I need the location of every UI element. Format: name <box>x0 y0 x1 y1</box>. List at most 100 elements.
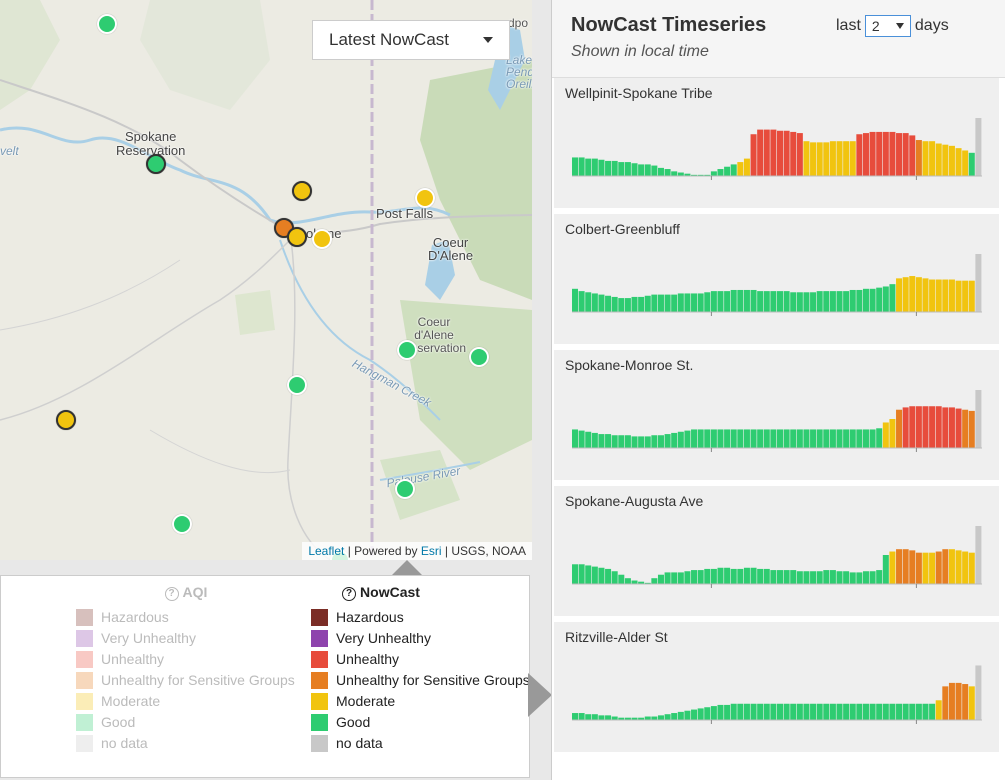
station-marker[interactable] <box>312 229 332 249</box>
layer-dropdown[interactable]: Latest NowCast <box>312 20 510 60</box>
station-marker[interactable] <box>469 347 489 367</box>
leaflet-link[interactable]: Leaflet <box>308 544 345 558</box>
site-timeseries[interactable]: Ritzville-Alder St <box>554 622 999 752</box>
days-select[interactable]: 2 <box>864 15 911 37</box>
nowcast-bar <box>889 551 896 584</box>
nowcast-bar <box>677 293 684 312</box>
nowcast-bar <box>790 292 797 312</box>
station-marker[interactable] <box>146 154 166 174</box>
map[interactable]: Spokane Reservation Post Falls Coeur D'A… <box>0 0 532 560</box>
nowcast-bar <box>578 291 585 312</box>
nowcast-bar <box>644 164 651 176</box>
legend-swatch <box>311 651 328 668</box>
nowcast-bar <box>737 703 744 720</box>
help-icon[interactable]: ? <box>164 587 179 601</box>
nowcast-bar <box>572 288 579 312</box>
nowcast-bar <box>909 703 916 720</box>
nowcast-bar <box>631 296 638 312</box>
nowcast-bar <box>929 703 936 720</box>
legend-item: no data <box>311 733 531 754</box>
nowcast-bar <box>876 287 883 312</box>
nowcast-bar <box>869 571 876 584</box>
station-marker[interactable] <box>397 340 417 360</box>
nowcast-bar <box>671 572 678 584</box>
nowcast-bar <box>757 429 764 448</box>
station-marker[interactable] <box>56 410 76 430</box>
station-marker[interactable] <box>415 188 435 208</box>
nowcast-bar <box>777 429 784 448</box>
nowcast-bar <box>849 572 856 584</box>
esri-link[interactable]: Esri <box>420 544 442 558</box>
nowcast-bar <box>730 289 737 312</box>
nowcast-bar <box>677 711 684 720</box>
nowcast-bar <box>638 717 645 720</box>
panel-toggle-icon[interactable] <box>528 673 552 717</box>
nowcast-bar <box>829 291 836 312</box>
nowcast-bar <box>942 279 949 312</box>
nowcast-bar <box>572 429 579 448</box>
site-timeseries[interactable]: Wellpinit-Spokane Tribe <box>554 78 999 208</box>
nowcast-bar <box>598 434 605 448</box>
site-bar-chart <box>572 526 982 588</box>
legend-item: Hazardous <box>311 607 531 628</box>
legend-nowcast-header[interactable]: ? NowCast <box>231 584 531 601</box>
nowcast-bar <box>896 703 903 720</box>
nowcast-bar <box>975 526 982 584</box>
nowcast-bar <box>770 703 777 720</box>
legend-label: Very Unhealthy <box>101 630 196 646</box>
station-marker[interactable] <box>287 227 307 247</box>
legend-aqi-header[interactable]: ? AQI <box>76 584 296 601</box>
legend-item: Very Unhealthy <box>76 628 296 649</box>
nowcast-bar <box>922 406 929 448</box>
nowcast-bar <box>862 571 869 584</box>
nowcast-bar <box>664 434 671 448</box>
nowcast-bar <box>942 686 949 720</box>
map-label-coeur-dalene: Coeur D'Alene <box>428 235 474 263</box>
nowcast-bar <box>605 434 612 448</box>
station-marker[interactable] <box>287 375 307 395</box>
site-timeseries[interactable]: Spokane-Augusta Ave <box>554 486 999 616</box>
nowcast-bar <box>770 429 777 448</box>
site-timeseries[interactable]: Colbert-Greenbluff <box>554 214 999 344</box>
nowcast-bar <box>829 141 836 176</box>
nowcast-bar <box>935 406 942 448</box>
help-icon[interactable]: ? <box>342 587 357 601</box>
legend-swatch <box>311 609 328 626</box>
map-label-lake-pend-oreille: Lake Pend Oreille <box>506 53 532 91</box>
nowcast-bar <box>770 291 777 312</box>
site-bar-chart <box>572 254 982 316</box>
nowcast-bar <box>869 429 876 448</box>
nowcast-bar <box>856 289 863 312</box>
site-timeseries[interactable]: Spokane-Monroe St. <box>554 350 999 480</box>
nowcast-bar <box>962 684 969 720</box>
nowcast-bar <box>572 713 579 720</box>
nowcast-bar <box>611 160 618 176</box>
station-marker[interactable] <box>395 479 415 499</box>
nowcast-bar <box>664 294 671 312</box>
nowcast-bar <box>691 293 698 312</box>
station-marker[interactable] <box>292 181 312 201</box>
nowcast-bar <box>704 292 711 312</box>
nowcast-bar <box>856 429 863 448</box>
nowcast-bar <box>578 564 585 584</box>
nowcast-bar <box>783 291 790 312</box>
nowcast-bar <box>578 430 585 448</box>
nowcast-bar <box>909 550 916 584</box>
nowcast-bar <box>929 141 936 176</box>
nowcast-bar <box>882 555 889 584</box>
nowcast-bar <box>691 709 698 720</box>
timeseries-panel: NowCast Timeseries Shown in local time l… <box>551 0 1005 780</box>
nowcast-bar <box>717 567 724 584</box>
caret-down-icon <box>483 37 493 43</box>
nowcast-bar <box>644 295 651 312</box>
nowcast-bar <box>585 714 592 720</box>
legend-item: Hazardous <box>76 607 296 628</box>
nowcast-bar <box>657 294 664 312</box>
nowcast-bar <box>724 429 731 448</box>
nowcast-bar <box>657 167 664 176</box>
station-marker[interactable] <box>97 14 117 34</box>
nowcast-bar <box>737 568 744 584</box>
station-marker[interactable] <box>172 514 192 534</box>
nowcast-bar <box>942 144 949 176</box>
map-label-coeur-dalene-reservation: Coeur d'Alene Reservation <box>402 315 467 355</box>
